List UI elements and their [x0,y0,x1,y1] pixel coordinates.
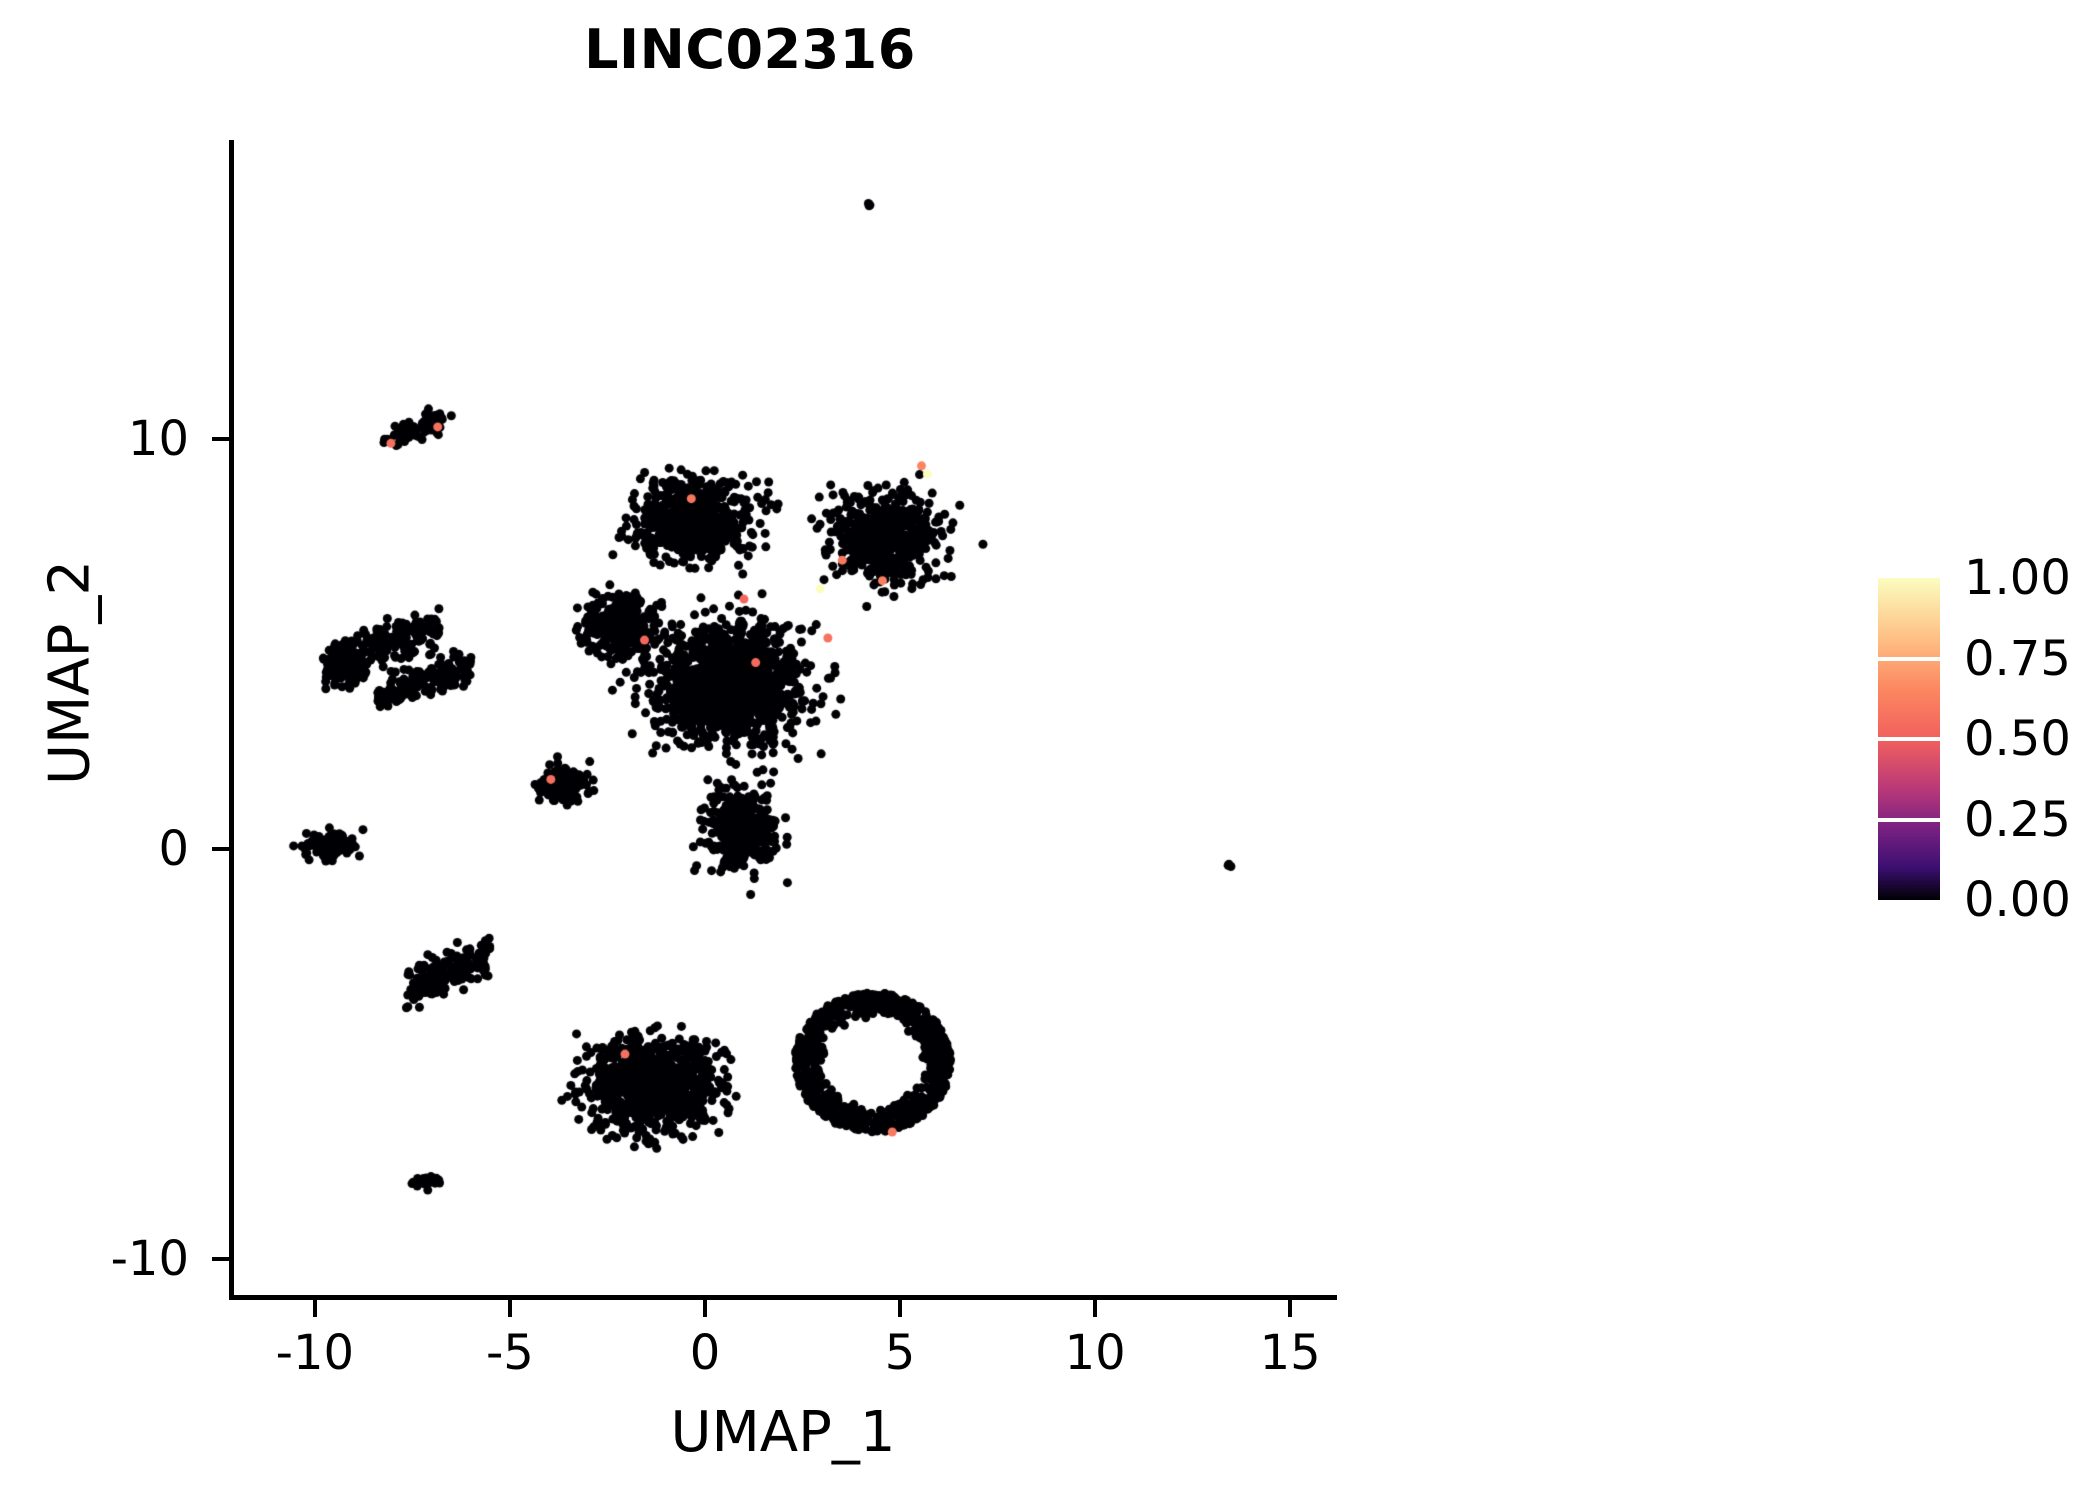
colorbar-tick [1878,578,1940,582]
x-tick [898,1300,903,1317]
x-tick-label: 10 [1064,1325,1126,1381]
colorbar-tick-label: 1.00 [1964,550,2071,606]
colorbar-tick [1878,896,1940,900]
y-axis-label: UMAP_2 [37,560,103,786]
x-tick-label: 5 [884,1325,916,1381]
x-tick [702,1300,707,1317]
y-tick-label: 0 [158,821,189,878]
y-tick-label: -10 [110,1231,189,1287]
x-tick-label: -5 [485,1325,534,1381]
plot-axes: -10 -5 0 5 10 15 -10 0 10 [111,140,1337,1381]
colorbar-tick-label: 0.25 [1964,791,2071,848]
x-axis-label: UMAP_1 [670,1400,896,1465]
colorbar-tick [1878,656,1940,661]
page-title: LINC02316 [584,18,916,81]
scatter-canvas [229,140,1337,1300]
y-tick-label: 10 [127,411,189,468]
x-tick [312,1300,317,1317]
scatter-area [229,140,1337,1300]
x-tick [1093,1300,1098,1317]
colorbar-tick [1878,817,1940,822]
y-tick [212,847,229,852]
y-tick [212,437,229,442]
x-tick [1288,1300,1293,1317]
colorbar-tick [1878,737,1940,741]
colorbar-tick-label: 0.75 [1964,630,2071,687]
x-tick-label: -10 [275,1325,355,1381]
x-tick-label: 15 [1259,1325,1321,1381]
x-tick-label: 0 [689,1325,721,1381]
colorbar-tick-label: 0.50 [1964,711,2071,767]
y-tick [212,1257,229,1261]
colorbar-tick-label: 0.00 [1964,872,2071,928]
x-tick [507,1300,512,1317]
